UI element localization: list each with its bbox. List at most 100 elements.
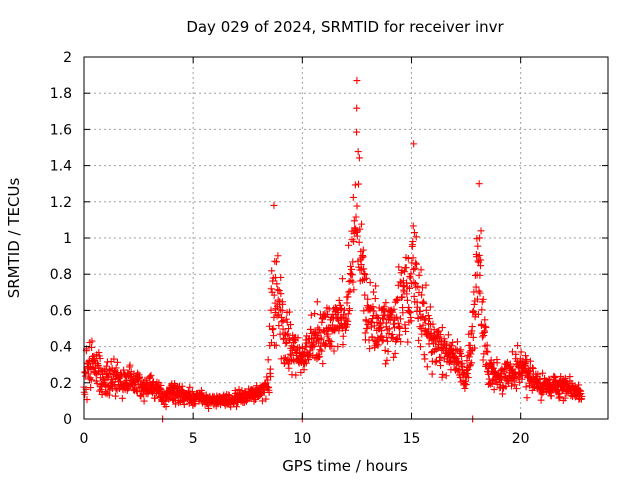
data-point <box>282 339 290 347</box>
data-point <box>346 307 354 315</box>
data-point <box>480 331 488 339</box>
data-point <box>470 300 478 308</box>
data-point <box>188 388 196 396</box>
data-point <box>272 258 280 266</box>
data-point <box>361 329 369 337</box>
data-point <box>270 201 278 209</box>
data-point <box>374 334 382 342</box>
data-point <box>264 376 272 384</box>
data-point <box>457 346 465 354</box>
data-point <box>476 234 484 242</box>
data-point <box>306 347 314 355</box>
data-point <box>412 259 420 267</box>
data-point <box>406 274 414 282</box>
data-point <box>351 181 359 189</box>
data-point <box>415 336 423 344</box>
data-point <box>343 299 351 307</box>
data-point <box>537 396 545 404</box>
data-point <box>410 266 418 274</box>
data-point <box>270 332 278 340</box>
data-point <box>344 293 352 301</box>
data-point <box>186 383 194 391</box>
data-point <box>315 326 323 334</box>
data-point <box>404 255 412 263</box>
data-point <box>464 365 472 373</box>
data-point <box>439 370 447 378</box>
data-point <box>110 355 118 363</box>
data-point <box>363 324 371 332</box>
data-point <box>444 331 452 339</box>
data-point <box>344 310 352 318</box>
data-point <box>399 309 407 317</box>
data-point <box>136 392 144 400</box>
data-point <box>371 295 379 303</box>
y-tick-label: 1.4 <box>50 159 72 175</box>
data-point <box>314 353 322 361</box>
data-point <box>385 325 393 333</box>
data-point <box>353 77 361 85</box>
data-point <box>379 336 387 344</box>
data-point <box>147 371 155 379</box>
data-point <box>390 305 398 313</box>
data-point <box>198 389 206 397</box>
data-point <box>416 307 424 315</box>
data-point <box>98 391 106 399</box>
data-point <box>561 394 569 402</box>
data-point <box>470 288 478 296</box>
data-point <box>478 306 486 314</box>
data-point <box>317 334 325 342</box>
data-point <box>342 316 350 324</box>
data-point <box>482 324 490 332</box>
data-point <box>267 285 275 293</box>
data-point <box>275 322 283 330</box>
data-point <box>490 386 498 394</box>
data-point <box>406 309 414 317</box>
data-point <box>373 313 381 321</box>
data-point <box>436 331 444 339</box>
data-point <box>464 374 472 382</box>
data-point <box>384 312 392 320</box>
data-point <box>353 202 361 210</box>
data-point <box>483 341 491 349</box>
data-point <box>397 338 405 346</box>
data-point <box>425 325 433 333</box>
data-point <box>410 278 418 286</box>
data-point <box>431 358 439 366</box>
y-tick-label: 0.8 <box>50 267 72 283</box>
data-point <box>349 193 357 201</box>
data-point <box>416 343 424 351</box>
data-point <box>393 295 401 303</box>
data-point <box>96 354 104 362</box>
data-point <box>526 382 534 390</box>
data-point <box>406 284 414 292</box>
data-point <box>474 310 482 318</box>
data-point <box>330 347 338 355</box>
data-point <box>310 342 318 350</box>
data-point <box>151 394 159 402</box>
data-point <box>493 359 501 367</box>
data-point <box>429 320 437 328</box>
data-point <box>313 298 321 306</box>
data-point <box>356 225 364 233</box>
data-point <box>395 263 403 271</box>
y-tick-label: 1.6 <box>50 122 72 138</box>
data-point <box>384 337 392 345</box>
data-point <box>370 288 378 296</box>
x-tick-label: 10 <box>293 431 311 447</box>
data-point <box>372 282 380 290</box>
data-point <box>508 366 516 374</box>
data-point <box>482 347 490 355</box>
data-point <box>402 264 410 272</box>
data-point <box>327 338 335 346</box>
data-point <box>468 359 476 367</box>
data-point <box>522 383 530 391</box>
data-point <box>345 241 353 249</box>
data-point <box>205 404 213 412</box>
data-point <box>276 330 284 338</box>
data-point <box>410 140 418 148</box>
data-point <box>353 128 361 136</box>
data-point <box>311 310 319 318</box>
data-point <box>263 373 271 381</box>
data-point <box>405 303 413 311</box>
data-point <box>292 371 300 379</box>
